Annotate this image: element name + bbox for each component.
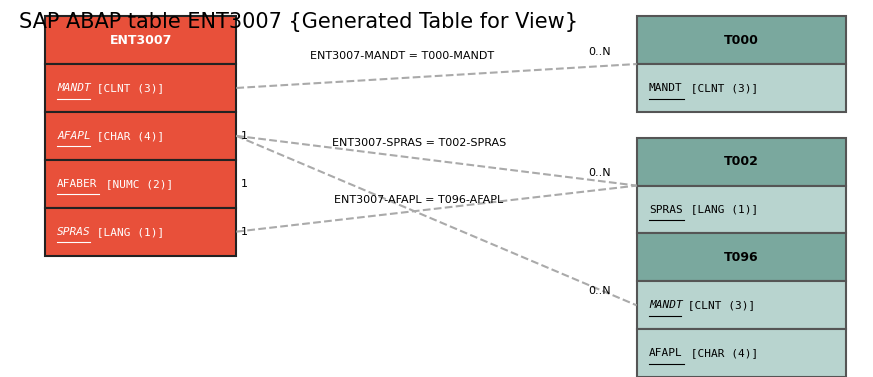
- Bar: [636, 64, 846, 112]
- Bar: [636, 138, 846, 185]
- Bar: [636, 233, 846, 281]
- Text: [CLNT (3)]: [CLNT (3)]: [90, 83, 164, 93]
- Text: MANDT: MANDT: [57, 83, 91, 93]
- Text: AFAPL: AFAPL: [649, 348, 683, 358]
- Text: [CHAR (4)]: [CHAR (4)]: [684, 348, 758, 358]
- Text: AFABER: AFABER: [57, 179, 98, 189]
- Text: 1: 1: [241, 131, 248, 141]
- Text: ENT3007: ENT3007: [109, 34, 172, 47]
- Bar: [636, 329, 846, 377]
- Text: [LANG (1)]: [LANG (1)]: [684, 205, 758, 215]
- Bar: [45, 16, 237, 64]
- Text: 0..N: 0..N: [588, 168, 610, 178]
- Text: SAP ABAP table ENT3007 {Generated Table for View}: SAP ABAP table ENT3007 {Generated Table …: [19, 12, 578, 32]
- Bar: [45, 208, 237, 256]
- Text: T096: T096: [724, 251, 759, 264]
- Bar: [636, 185, 846, 233]
- Text: 0..N: 0..N: [588, 47, 610, 57]
- Text: 1: 1: [241, 179, 248, 189]
- Text: [CLNT (3)]: [CLNT (3)]: [684, 83, 758, 93]
- Bar: [45, 64, 237, 112]
- Text: [CHAR (4)]: [CHAR (4)]: [90, 131, 164, 141]
- Bar: [45, 160, 237, 208]
- Bar: [636, 281, 846, 329]
- Text: AFAPL: AFAPL: [57, 131, 91, 141]
- Bar: [636, 16, 846, 64]
- Text: [LANG (1)]: [LANG (1)]: [90, 227, 164, 237]
- Text: MANDT: MANDT: [649, 300, 683, 310]
- Text: [NUMC (2)]: [NUMC (2)]: [99, 179, 173, 189]
- Text: T002: T002: [724, 155, 759, 168]
- Text: SPRAS: SPRAS: [57, 227, 91, 237]
- Text: T000: T000: [724, 34, 759, 47]
- Bar: [45, 112, 237, 160]
- Text: ENT3007-SPRAS = T002-SPRAS: ENT3007-SPRAS = T002-SPRAS: [332, 138, 506, 148]
- Text: ENT3007-MANDT = T000-MANDT: ENT3007-MANDT = T000-MANDT: [310, 51, 494, 61]
- Text: SPRAS: SPRAS: [649, 205, 683, 215]
- Text: ENT3007-AFAPL = T096-AFAPL: ENT3007-AFAPL = T096-AFAPL: [334, 195, 504, 205]
- Text: [CLNT (3)]: [CLNT (3)]: [682, 300, 756, 310]
- Text: MANDT: MANDT: [649, 83, 683, 93]
- Text: 0..N: 0..N: [588, 286, 610, 296]
- Text: 1: 1: [241, 227, 248, 237]
